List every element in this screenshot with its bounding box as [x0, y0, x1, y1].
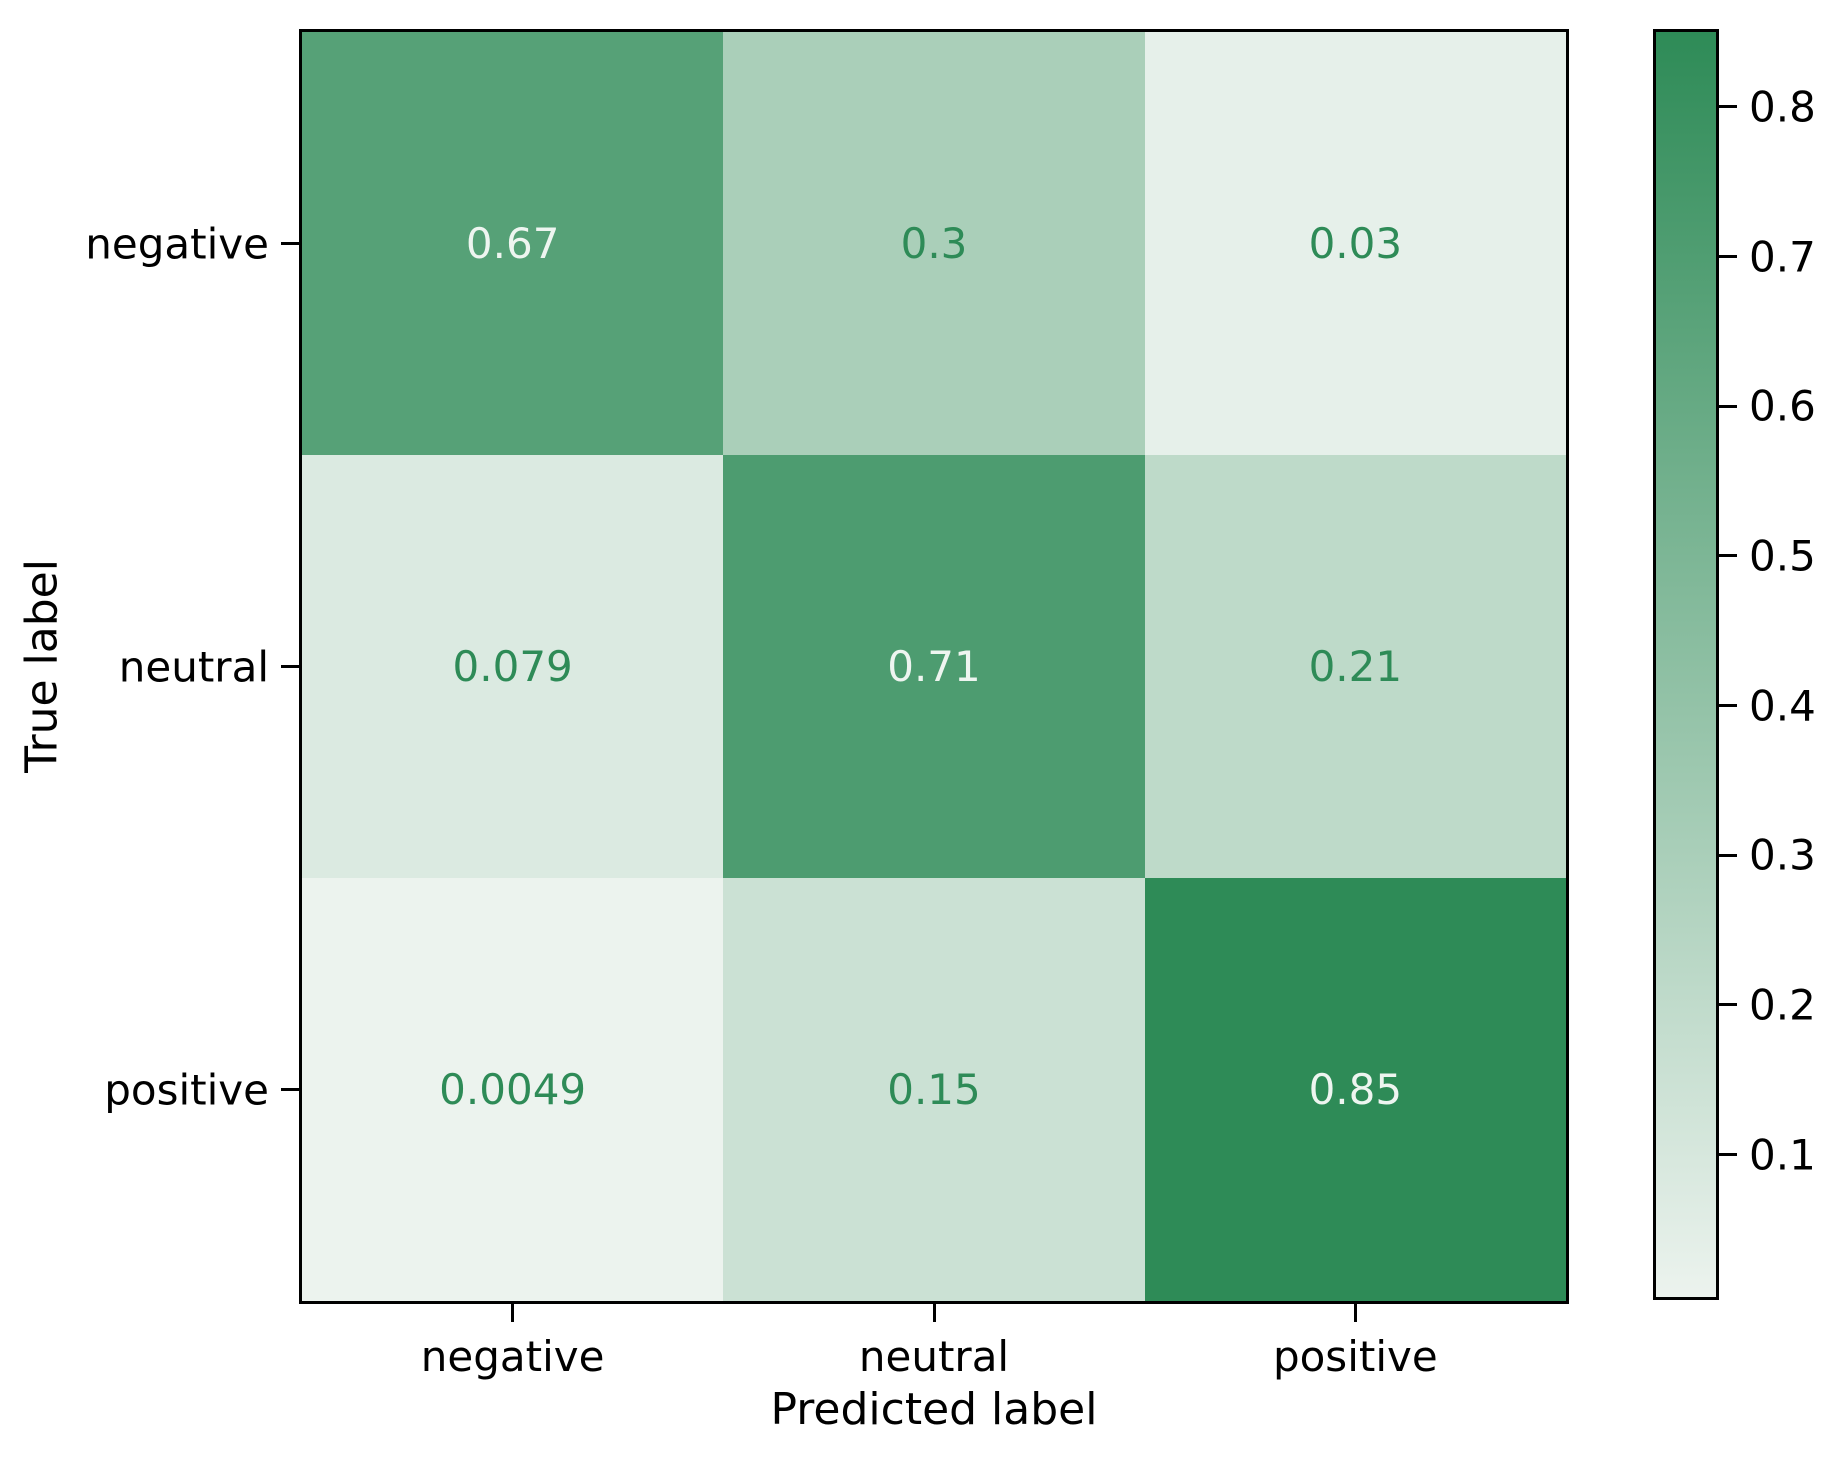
heatmap-cell-neutral-positive: 0.21 — [1144, 455, 1566, 878]
x-tick-label-neutral: neutral — [858, 1332, 1010, 1381]
colorbar-tick-label-0.8: 0.8 — [1749, 82, 1816, 132]
y-axis-title: True label — [16, 559, 68, 773]
x-tick-mark — [511, 1304, 515, 1322]
heatmap-cell-neutral-neutral: 0.71 — [723, 455, 1145, 878]
cell-value-label: 0.85 — [1308, 1064, 1403, 1114]
colorbar-tick-mark — [1719, 853, 1737, 857]
colorbar-tick-label-0.4: 0.4 — [1749, 681, 1816, 731]
y-tick-label-negative: negative — [85, 219, 269, 268]
heatmap-cell-positive-neutral: 0.15 — [723, 878, 1145, 1301]
heatmap-cell-negative-neutral: 0.3 — [723, 32, 1145, 455]
cell-value-label: 0.21 — [1308, 641, 1403, 691]
x-tick-label-negative: negative — [420, 1332, 605, 1381]
colorbar-tick-label-0.7: 0.7 — [1749, 232, 1816, 282]
colorbar-tick-label-0.1: 0.1 — [1749, 1130, 1816, 1180]
x-axis-title: Predicted label — [770, 1384, 1098, 1435]
cell-value-label: 0.3 — [900, 218, 968, 268]
cell-value-label: 0.03 — [1308, 218, 1403, 268]
colorbar — [1653, 29, 1719, 1300]
cell-value-label: 0.0049 — [439, 1064, 587, 1114]
colorbar-tick-label-0.5: 0.5 — [1749, 531, 1816, 581]
heatmap-cell-negative-negative: 0.67 — [302, 32, 724, 455]
x-tick-mark — [932, 1304, 936, 1322]
heatmap-cells: 0.67 0.3 0.03 0.079 0.71 0.21 0.0049 0.15 0.85 — [302, 32, 1566, 1301]
y-tick-label-neutral: neutral — [118, 642, 269, 691]
colorbar-tick-mark — [1719, 404, 1737, 408]
y-tick-mark — [281, 242, 299, 245]
y-tick-mark — [281, 665, 299, 668]
cell-value-label: 0.15 — [887, 1064, 981, 1114]
colorbar-tick-mark — [1719, 554, 1737, 558]
heatmap-cell-negative-positive: 0.03 — [1144, 32, 1566, 455]
heatmap-cell-neutral-negative: 0.079 — [302, 455, 724, 878]
colorbar-tick-label-0.6: 0.6 — [1749, 381, 1816, 431]
colorbar-tick-label-0.2: 0.2 — [1749, 980, 1816, 1030]
colorbar-tick-mark — [1719, 255, 1737, 259]
x-tick-mark — [1353, 1304, 1357, 1322]
heatmap-cell-positive-negative: 0.0049 — [302, 878, 724, 1301]
cell-value-label: 0.71 — [887, 641, 981, 691]
heatmap-cell-positive-positive: 0.85 — [1144, 878, 1566, 1301]
y-tick-mark — [281, 1088, 299, 1091]
cell-value-label: 0.67 — [465, 218, 560, 268]
colorbar-tick-mark — [1719, 1003, 1737, 1007]
cell-value-label: 0.079 — [452, 641, 573, 691]
colorbar-tick-mark — [1719, 704, 1737, 708]
colorbar-tick-mark — [1719, 105, 1737, 109]
colorbar-tick-label-0.3: 0.3 — [1749, 830, 1816, 880]
colorbar-tick-mark — [1719, 1153, 1737, 1157]
heatmap-plot: 0.67 0.3 0.03 0.079 0.71 0.21 0.0049 0.15 0.85 — [299, 29, 1569, 1304]
x-tick-label-positive: positive — [1272, 1332, 1438, 1381]
y-tick-label-positive: positive — [104, 1065, 269, 1114]
